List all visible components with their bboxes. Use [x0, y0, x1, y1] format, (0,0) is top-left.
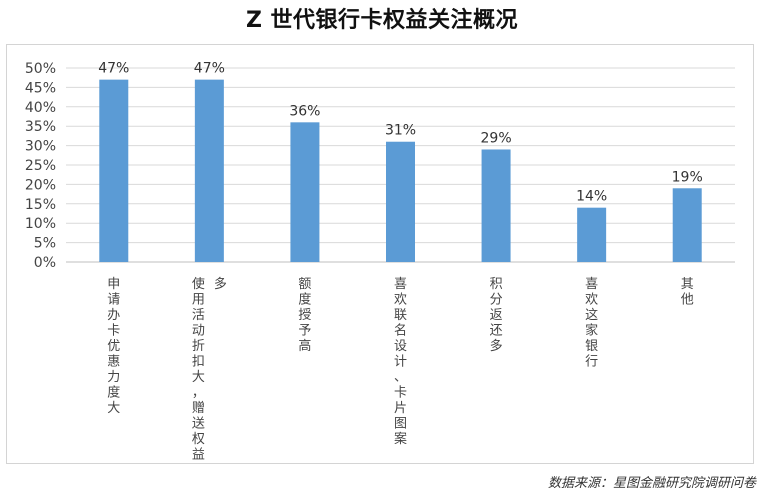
y-tick-label: 40% — [25, 100, 56, 116]
y-tick-label: 10% — [25, 216, 56, 232]
category-label-char: 权 — [192, 431, 205, 447]
category-label-char: 申 — [107, 277, 120, 292]
category-label-char: 卡 — [107, 324, 120, 339]
category-label-char: 扣 — [192, 355, 205, 370]
category-label-char: 惠 — [107, 355, 120, 370]
data-label: 47% — [98, 61, 129, 77]
category-label-char: 赠 — [192, 401, 205, 416]
category-label-char: 欢 — [394, 293, 407, 308]
category-label-char: 活 — [192, 308, 205, 323]
data-label: 14% — [576, 189, 607, 205]
category-label-char: 分 — [490, 293, 503, 308]
category-label-char: 卡 — [394, 386, 407, 401]
y-tick-label: 20% — [25, 177, 56, 193]
category-label-char: 喜 — [394, 277, 407, 292]
y-tick-label: 45% — [25, 80, 56, 96]
category-label-char: 名 — [394, 323, 407, 339]
category-label-char: 办 — [107, 308, 120, 323]
chart-title: Z 世代银行卡权益关注概况 — [245, 8, 519, 33]
bar-chart: 0%5%10%15%20%25%30%35%40%45%50% 47%申请办卡优惠… — [25, 61, 735, 463]
category-label-char: 设 — [394, 339, 407, 354]
category-label-char: 高 — [298, 338, 311, 354]
category-label-char: 还 — [490, 324, 503, 339]
bar — [672, 188, 702, 262]
data-label: 47% — [194, 61, 225, 77]
category-label-char: 多 — [214, 276, 227, 292]
category-label-char: 请 — [107, 293, 120, 308]
y-tick-label: 15% — [25, 197, 56, 213]
category-label-char: 额 — [298, 277, 311, 292]
category-label-char: 大 — [192, 370, 205, 385]
category-label-char: 喜 — [585, 277, 598, 292]
y-tick-label: 50% — [25, 61, 56, 77]
data-label: 31% — [385, 123, 416, 139]
y-tick-label: 35% — [25, 119, 56, 135]
category-label-char: 其 — [681, 277, 694, 292]
bar — [577, 207, 607, 262]
category-label-char: 使 — [192, 276, 205, 292]
category-label-char: 度 — [107, 385, 120, 401]
category-label-char: 案 — [394, 432, 407, 447]
category-label-char: 家 — [585, 323, 598, 339]
category-label-char: 予 — [298, 324, 311, 339]
bar — [481, 149, 511, 262]
data-source-note: 数据来源：星图金融研究院调研问卷 — [547, 476, 756, 491]
category-label-char: 片 — [394, 401, 407, 416]
category-label-char: 度 — [298, 292, 311, 308]
category-label-char: ， — [192, 386, 205, 401]
category-label-char: 折 — [192, 339, 205, 354]
category-label-char: 这 — [585, 307, 598, 323]
bar — [194, 79, 224, 262]
category-label-char: 益 — [192, 448, 205, 463]
category-label-char: 计 — [394, 355, 407, 370]
bar — [99, 79, 129, 262]
bar — [290, 122, 320, 262]
category-label-char: 返 — [490, 308, 503, 323]
category-label-char: 力 — [107, 370, 120, 385]
chart-frame — [6, 44, 754, 464]
category-label-char: 优 — [107, 339, 120, 354]
category-label-char: 欢 — [585, 293, 598, 308]
category-label: 其他 — [681, 277, 694, 308]
data-label: 19% — [672, 169, 703, 185]
category-label-char: 授 — [298, 308, 311, 323]
category-label-char: 他 — [681, 293, 694, 308]
category-label-char: 送 — [192, 417, 205, 432]
category-label-char: 图 — [394, 417, 407, 432]
y-tick-label: 25% — [25, 158, 56, 174]
category-label-char: 联 — [394, 308, 407, 323]
y-tick-label: 0% — [34, 255, 56, 271]
y-tick-label: 30% — [25, 139, 56, 155]
category-label-char: 积 — [490, 277, 503, 292]
category-label-char: 银 — [585, 339, 598, 354]
category-label-char: 行 — [585, 355, 598, 370]
category-label-char: 大 — [107, 401, 120, 416]
y-tick-label: 5% — [34, 236, 56, 252]
data-label: 36% — [289, 103, 320, 119]
category-label-char: 、 — [394, 370, 407, 385]
bar — [386, 141, 415, 262]
category-label-char: 用 — [192, 293, 205, 308]
category-label-char: 动 — [192, 324, 205, 339]
data-label: 29% — [481, 130, 512, 146]
category-label-char: 多 — [490, 338, 503, 354]
